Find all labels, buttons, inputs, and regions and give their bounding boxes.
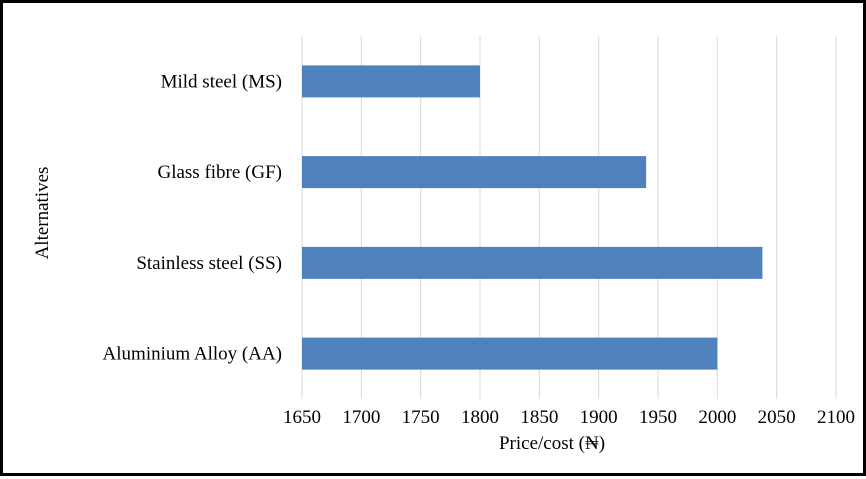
x-tick-label-2000: 2000	[698, 407, 736, 428]
bars	[302, 65, 763, 370]
x-tick-label-1700: 1700	[342, 407, 380, 428]
bar-3	[302, 337, 718, 370]
x-tick-label-1750: 1750	[402, 407, 440, 428]
x-tick-label-1900: 1900	[580, 407, 618, 428]
bar-0	[302, 65, 480, 98]
x-tick-label-1650: 1650	[283, 407, 321, 428]
x-tick-labels: 1650 1700 1750 1800 1850 1900 1950 2000 2050 2100	[283, 407, 855, 428]
x-tick-label-2100: 2100	[817, 407, 855, 428]
category-label-2: Stainless steel (SS)	[136, 253, 282, 274]
category-labels: Mild steel (MS) Glass fibre (GF) Stainless…	[103, 71, 282, 364]
bar-2	[302, 246, 763, 279]
category-label-1: Glass fibre (GF)	[157, 162, 282, 183]
x-tick-label-1800: 1800	[461, 407, 499, 428]
price-bar-chart: 1650 1700 1750 1800 1850 1900 1950 2000 2050 2100…	[32, 36, 855, 454]
bar-1	[302, 156, 647, 189]
category-label-0: Mild steel (MS)	[161, 71, 282, 92]
category-label-3: Aluminium Alloy (AA)	[103, 344, 282, 365]
x-tick-label-2050: 2050	[758, 407, 796, 428]
x-tick-label-1950: 1950	[639, 407, 677, 428]
x-axis-title: Price/cost (₦)	[499, 433, 605, 454]
y-axis-title: Alternatives	[32, 167, 53, 260]
x-tick-label-1850: 1850	[520, 407, 558, 428]
